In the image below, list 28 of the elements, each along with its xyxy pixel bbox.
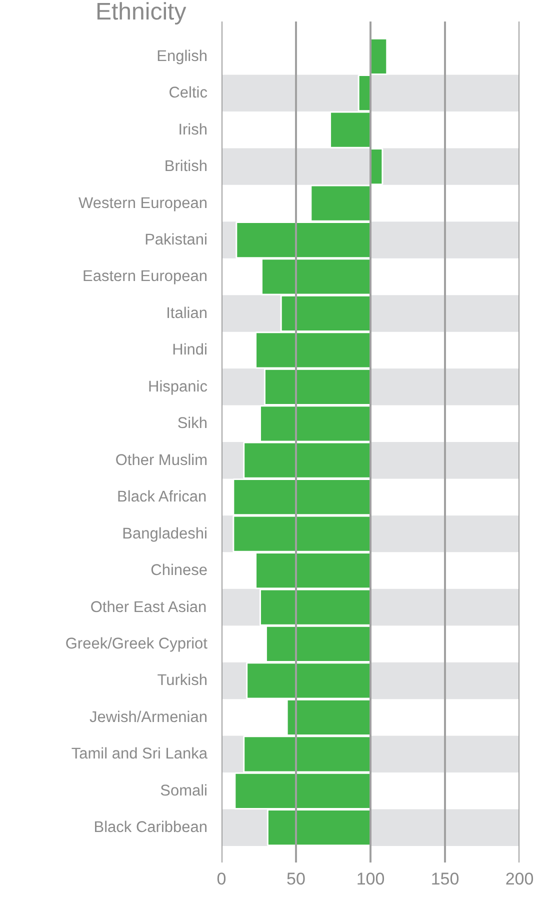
y-tick-label: Black African	[117, 488, 207, 506]
y-tick-label: English	[156, 48, 208, 65]
y-tick-label: Celtic	[168, 84, 208, 102]
y-tick-label: Other Muslim	[115, 452, 208, 469]
chart-title: Ethnicity	[96, 0, 186, 26]
y-tick-label: Greek/Greek Cypriot	[65, 635, 208, 652]
y-tick-label: Pakistani	[144, 232, 208, 249]
x-tick-label: 150	[430, 870, 460, 888]
y-tick-label: Chinese	[150, 562, 208, 580]
x-tick-label: 0	[216, 870, 226, 888]
y-tick-label: Irish	[178, 121, 208, 138]
y-tick-label: Italian	[166, 304, 208, 322]
y-tick-label: Other East Asian	[90, 598, 207, 616]
y-tick-label: Hindi	[172, 342, 208, 359]
y-tick-label: Bangladeshi	[122, 525, 208, 542]
x-tick-label: 50	[286, 870, 306, 888]
y-tick-label: British	[164, 158, 208, 176]
x-tick-label: 100	[356, 870, 385, 888]
x-tick-label: 200	[505, 870, 534, 888]
y-tick-label: Turkish	[157, 672, 208, 690]
y-tick-label: Sikh	[177, 415, 208, 432]
y-tick-label: Western European	[78, 194, 208, 212]
y-tick-label: Hispanic	[148, 378, 208, 396]
y-tick-label: Jewish/Armenian	[89, 708, 208, 726]
y-tick-label: Eastern European	[82, 268, 208, 286]
y-tick-label: Somali	[160, 782, 208, 800]
y-tick-label: Tamil and Sri Lanka	[71, 746, 208, 763]
y-tick-label: Black Caribbean	[94, 819, 208, 836]
